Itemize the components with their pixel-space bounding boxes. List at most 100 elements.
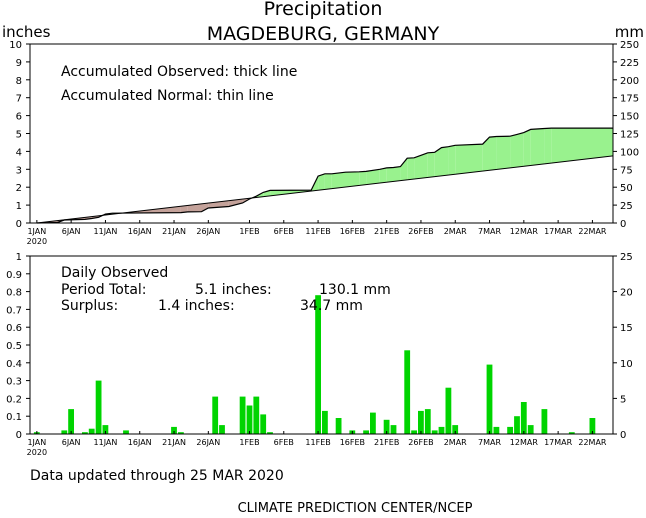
y-tick-label-right: 20 (620, 288, 633, 299)
y-tick-label-left: 10 (9, 40, 22, 51)
daily-precip-bar (589, 418, 596, 434)
daily-precip-bar (493, 426, 500, 434)
surplus-area-segment (400, 158, 408, 181)
surplus-area-segment (482, 137, 490, 172)
daily-precip-bar (438, 426, 445, 434)
x-tick-label: 7MAR (478, 227, 501, 236)
y-tick-label-right: 15 (620, 323, 633, 334)
chart-subtitle: MAGDEBURG, GERMANY (207, 23, 440, 45)
x-tick-label: 6JAN (62, 227, 81, 236)
surplus-area-segment (427, 152, 435, 178)
surplus-area-segment (530, 128, 545, 166)
accumulated-normal-line (36, 155, 614, 224)
y-tick-label-left: 0.9 (6, 270, 22, 281)
y-tick-label-left: 1 (16, 201, 22, 212)
x-tick-label: 16JAN (128, 438, 152, 447)
daily-precip-bar (445, 387, 452, 434)
daily-precip-bar (219, 425, 225, 434)
daily-precip-bar (411, 430, 417, 434)
y-tick-label-right: 25 (620, 201, 633, 212)
surplus-area-segment (414, 155, 421, 179)
surplus-area-segment (455, 144, 483, 175)
y-tick-label-right: 200 (620, 76, 639, 87)
daily-plot-area (33, 295, 596, 434)
x-tick-label: 16FEB (340, 227, 365, 236)
daily-precip-bar (335, 418, 342, 434)
accumulated-axes: 0123456789100255075100125150175200225250… (9, 40, 639, 246)
y-tick-label-right: 250 (620, 40, 639, 51)
daily-precip-bar (260, 414, 267, 434)
y-tick-label-left: 0 (16, 219, 22, 230)
right-unit-label: mm (615, 23, 644, 41)
deficit-area-segment (228, 199, 243, 207)
y-tick-label-left: 0.3 (6, 377, 22, 388)
surplus-area-segment (359, 171, 367, 186)
x-tick-label: 2MAR (444, 227, 467, 236)
daily-precip-bar (431, 430, 438, 434)
daily-precip-bar (514, 416, 520, 434)
surplus-area-segment (551, 128, 613, 164)
y-tick-label-left: 5 (16, 130, 22, 141)
surplus-mm: 34.7 mm (300, 298, 363, 314)
y-tick-label-right: 125 (620, 130, 639, 141)
x-tick-label: 17MAR (544, 438, 573, 447)
x-tick-label: 16FEB (340, 438, 365, 447)
accumulated-panel: 0123456789100255075100125150175200225250… (9, 40, 639, 246)
deficit-area-segment (201, 203, 209, 212)
y-tick-label-right: 50 (620, 183, 633, 194)
y-tick-label-right: 175 (620, 94, 639, 105)
x-tick-label: 1FEB (239, 227, 259, 236)
y-tick-label-right: 5 (620, 394, 626, 405)
y-tick-label-left: 1 (16, 252, 22, 263)
x-tick-label: 26JAN (196, 438, 220, 447)
surplus-area-segment (510, 134, 517, 168)
daily-precip-bar (363, 430, 369, 434)
daily-precip-bar (68, 409, 74, 434)
period-total-mm: 130.1 mm (319, 282, 391, 298)
daily-precip-bar (95, 380, 102, 434)
surplus-area-segment (393, 166, 401, 182)
surplus-label: Surplus: (61, 298, 118, 314)
x-tick-label: 1JAN (27, 227, 46, 236)
y-tick-label-left: 0.4 (6, 359, 22, 370)
x-tick-label: 11FEB (305, 227, 330, 236)
period-total-label: Period Total: (61, 282, 147, 298)
x-tick-label: 11JAN (94, 438, 118, 447)
surplus-area-segment (324, 173, 332, 190)
x-tick-label: 7MAR (478, 438, 501, 447)
daily-precip-bar (267, 432, 273, 434)
x-tick-label: 11JAN (94, 227, 118, 236)
chart-title: Precipitation (264, 0, 383, 20)
daily-precip-bar (178, 432, 184, 434)
daily-precip-bar (404, 350, 411, 434)
daily-precip-bar (315, 295, 321, 434)
x-tick-label: 26JAN (196, 227, 220, 236)
y-tick-label-left: 9 (16, 58, 22, 69)
surplus-area-segment (331, 172, 346, 189)
daily-precip-bar (541, 409, 548, 434)
daily-precip-bar (418, 410, 424, 434)
y-tick-label-left: 0 (16, 430, 22, 441)
x-tick-label: 16JAN (128, 227, 152, 236)
daily-panel: 00.10.20.30.40.50.60.70.80.9105101520251… (6, 252, 633, 457)
y-tick-label-left: 3 (16, 165, 22, 176)
y-tick-label-left: 0.8 (6, 288, 22, 299)
x-tick-label: 26FEB (408, 227, 433, 236)
y-tick-label-right: 0 (620, 430, 626, 441)
y-tick-label-left: 0.5 (6, 341, 22, 352)
daily-precip-bar (61, 430, 68, 434)
daily-precip-bar (568, 432, 575, 434)
y-tick-label-right: 150 (620, 112, 639, 123)
daily-precip-bar (123, 430, 129, 434)
surplus-area-segment (441, 146, 449, 176)
accumulated-plot-area (36, 127, 614, 224)
daily-precip-bar (88, 428, 95, 434)
x-tick-label: 21FEB (374, 438, 399, 447)
x-year-label: 2020 (27, 448, 47, 457)
daily-precip-bar (390, 425, 397, 434)
y-tick-label-right: 100 (620, 147, 639, 158)
x-tick-label: 21JAN (162, 227, 186, 236)
x-tick-label: 21JAN (162, 438, 186, 447)
daily-precip-bar (253, 396, 260, 434)
